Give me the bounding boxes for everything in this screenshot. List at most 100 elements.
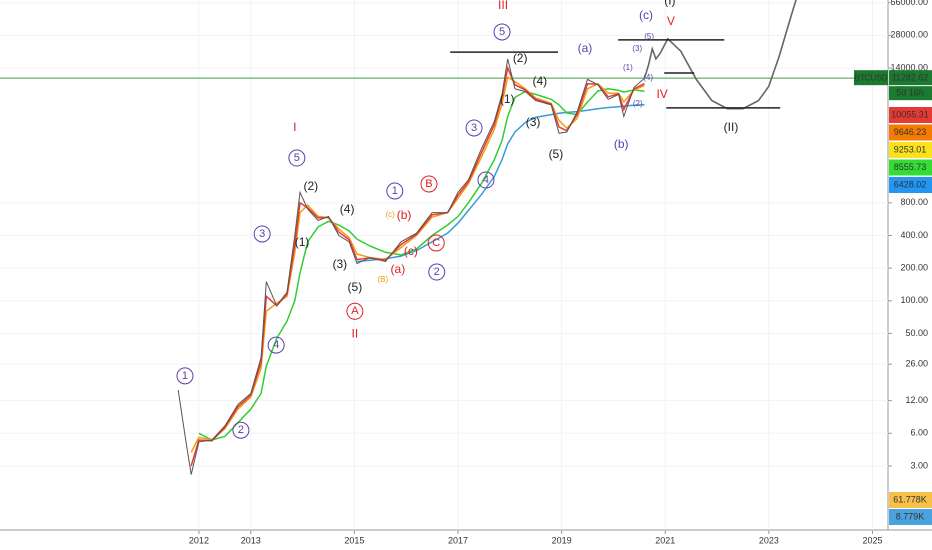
symbol-box xyxy=(854,70,888,86)
grid xyxy=(0,0,888,530)
wave-label: 3 xyxy=(259,228,265,240)
wave-label: II xyxy=(352,327,359,341)
wave-label: C xyxy=(432,237,440,249)
y-tick-label: 50.00 xyxy=(905,328,928,338)
x-tick-label: 2015 xyxy=(344,535,364,545)
wave-label: (4) xyxy=(643,73,653,82)
y-tick-label: 3.00 xyxy=(910,460,928,470)
y-tick-label: 6.00 xyxy=(910,428,928,438)
wave-label: (2) xyxy=(513,51,528,65)
wave-circle xyxy=(493,23,511,41)
ma-price-label: 10055.31 xyxy=(891,109,929,119)
wave-circle xyxy=(428,263,446,281)
countdown-label: 5d 16h xyxy=(896,88,924,98)
wave-label: 5 xyxy=(499,26,505,38)
wave-label: (5) xyxy=(348,280,363,294)
wave-circle xyxy=(232,421,250,439)
wave-label: (b) xyxy=(614,137,629,151)
symbol-label: BTCUSD xyxy=(855,73,888,82)
wave-label: A xyxy=(351,305,359,317)
wave-label: IV xyxy=(656,87,667,101)
wave-circle xyxy=(346,302,364,320)
x-tick-label: 2012 xyxy=(189,535,209,545)
y-tick-label: 400.00 xyxy=(900,230,928,240)
x-tick-label: 2013 xyxy=(241,535,261,545)
ma-price-box xyxy=(889,124,932,141)
x-tick-label: 2017 xyxy=(448,535,468,545)
wave-circle xyxy=(465,119,483,137)
wave-label: (a) xyxy=(578,41,593,55)
wave-label: (I) xyxy=(664,0,675,7)
wave-circle xyxy=(267,336,285,354)
volume-label: 8.779K xyxy=(896,511,925,521)
y-tick-label: 200.00 xyxy=(900,262,928,272)
wave-label: I xyxy=(293,120,296,134)
ma-price-box xyxy=(889,177,932,193)
ma-price-label: 8555.73 xyxy=(894,162,927,172)
wave-label: (2) xyxy=(304,179,319,193)
ma-price-label: 9646.23 xyxy=(894,127,927,137)
x-tick-label: 2019 xyxy=(552,535,572,545)
wave-label: III xyxy=(498,0,508,12)
wave-label: (3) xyxy=(333,257,348,271)
wave-label: (a) xyxy=(391,262,406,276)
wave-label: 2 xyxy=(434,266,440,278)
wave-label: (5) xyxy=(644,32,654,41)
wave-label: (1) xyxy=(295,235,310,249)
last-price-box xyxy=(889,70,932,86)
wave-label: 4 xyxy=(273,339,279,351)
wave-circle xyxy=(477,171,495,189)
wave-circle xyxy=(386,182,404,200)
ma-price-box xyxy=(889,159,932,176)
x-tick-label: 2023 xyxy=(759,535,779,545)
moving-average xyxy=(190,65,645,467)
y-tick-label: 14000.00 xyxy=(890,62,928,72)
wave-circle xyxy=(176,367,194,385)
wave-label: V xyxy=(667,14,675,28)
ma-price-label: 6428.02 xyxy=(894,179,927,189)
wave-label: 2 xyxy=(238,424,244,436)
x-tick-label: 2025 xyxy=(862,535,882,545)
wave-label: (c) xyxy=(639,8,653,22)
wave-label: (2) xyxy=(633,99,643,108)
wave-circle xyxy=(253,225,271,243)
wave-label: B xyxy=(425,178,432,190)
moving-average xyxy=(356,103,645,263)
volume-label: 61.778K xyxy=(893,494,927,504)
wave-label: (b) xyxy=(397,208,412,222)
axes: 56000.00 28000.00 14000.00 800.00 400.00 200.… xyxy=(189,0,932,545)
wave-label: 1 xyxy=(182,370,188,382)
y-tick-label: 28000.00 xyxy=(890,30,928,40)
wave-circle xyxy=(288,149,306,167)
wave-label: 5 xyxy=(294,152,300,164)
y-tick-label: 800.00 xyxy=(900,197,928,207)
countdown-box xyxy=(889,86,932,101)
wave-label: (II) xyxy=(724,120,739,134)
y-tick-label: 26.00 xyxy=(905,359,928,369)
wave-label: (c) xyxy=(385,210,395,219)
y-tick-label: 56000.00 xyxy=(890,0,928,7)
wave-label: 4 xyxy=(483,174,489,186)
wave-label: (B) xyxy=(378,275,389,284)
wave-label: (1) xyxy=(623,63,633,72)
wave-label: 1 xyxy=(392,185,398,197)
wave-label: (4) xyxy=(340,202,355,216)
wave-circle xyxy=(420,175,438,193)
y-tick-label: 100.00 xyxy=(900,295,928,305)
moving-average xyxy=(190,76,645,453)
x-tick-label: 2021 xyxy=(655,535,675,545)
wave-label: (c) xyxy=(404,244,418,258)
ma-price-label: 9253.01 xyxy=(894,144,927,154)
wave-label: (5) xyxy=(549,147,564,161)
wave-label: (3) xyxy=(632,44,642,53)
wave-circle xyxy=(427,234,445,252)
last-price-label: 11282.62 xyxy=(892,73,929,83)
volume-box xyxy=(889,509,932,525)
wave-label: 3 xyxy=(471,122,477,134)
wave-label: (4) xyxy=(533,74,548,88)
ma-price-box xyxy=(889,142,932,158)
price-line xyxy=(177,58,645,475)
